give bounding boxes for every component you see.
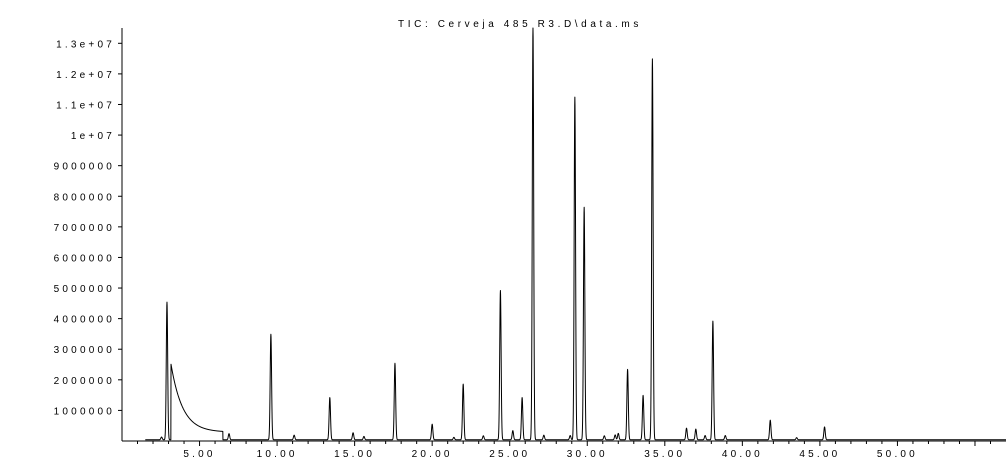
tic-trace-line xyxy=(144,27,1006,441)
x-tick-label: 30.00 xyxy=(567,449,608,458)
y-tick-label: 8000000 xyxy=(54,192,115,203)
chart-title: TIC: Cerveja 485 R3.D\data.ms xyxy=(398,19,642,30)
x-tick-label: 35.00 xyxy=(644,449,685,458)
y-tick-label: 9000000 xyxy=(54,162,115,173)
x-tick-label: 25.00 xyxy=(489,449,530,458)
y-tick-label: 3000000 xyxy=(54,345,115,356)
x-tick-label: 50.00 xyxy=(877,449,918,458)
x-tick-label: 5.00 xyxy=(183,449,215,458)
x-tick-label: 45.00 xyxy=(799,449,840,458)
y-tick-label: 1000000 xyxy=(54,406,115,417)
y-axis-ticks: 1000000 2000000 3000000 4000000 5000000 60000… xyxy=(54,39,122,417)
x-tick-label: 40.00 xyxy=(722,449,763,458)
y-tick-label: 5000000 xyxy=(54,284,115,295)
y-tick-label: 1.2e+07 xyxy=(56,70,115,81)
x-tick-label: 15.00 xyxy=(334,449,375,458)
x-axis-ticks: 5.00 10.00 15.00 20.00 25.00 30.00 35.00 40.00 4… xyxy=(137,441,991,458)
x-tick-label: 10.00 xyxy=(257,449,298,458)
y-tick-label: 1.1e+07 xyxy=(56,100,115,111)
y-tick-label: 7000000 xyxy=(54,223,115,234)
x-tick-label: 20.00 xyxy=(412,449,453,458)
y-tick-label: 1e+07 xyxy=(71,131,115,142)
y-tick-label: 1.3e+07 xyxy=(56,39,115,50)
y-tick-label: 6000000 xyxy=(54,253,115,264)
y-tick-label: 2000000 xyxy=(54,376,115,387)
y-tick-label: 4000000 xyxy=(54,315,115,326)
